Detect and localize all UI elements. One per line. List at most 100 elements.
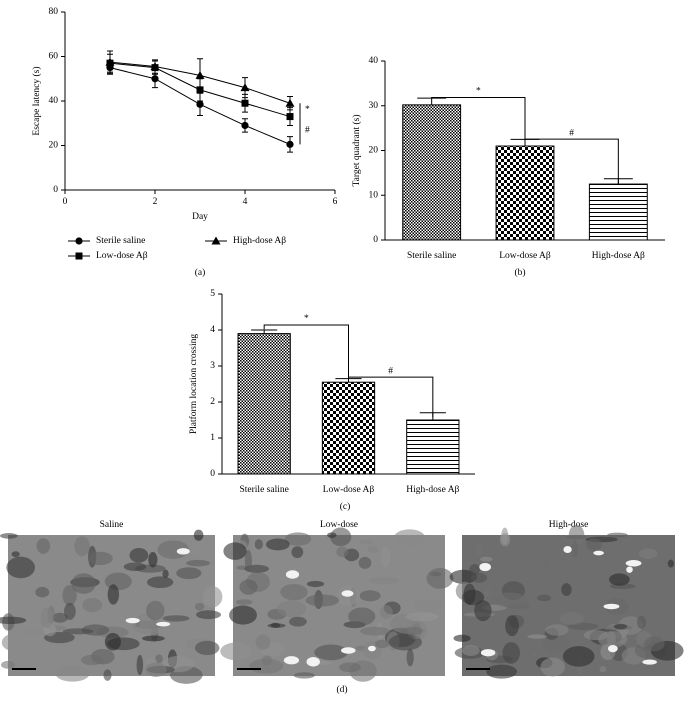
micrograph-texture bbox=[162, 615, 190, 622]
vacuole bbox=[479, 562, 491, 572]
micrograph-texture bbox=[155, 654, 163, 664]
vacuole bbox=[480, 649, 496, 657]
micrograph-texture bbox=[388, 634, 422, 651]
marker bbox=[240, 83, 250, 92]
micrograph-texture bbox=[537, 594, 551, 602]
panel-label: (a) bbox=[195, 267, 206, 278]
x-tick-label: 2 bbox=[153, 197, 158, 207]
micrograph-texture bbox=[0, 533, 18, 539]
micrograph-texture bbox=[613, 623, 628, 630]
micrograph-texture bbox=[229, 605, 257, 625]
micrograph-texture bbox=[62, 584, 77, 606]
bracket bbox=[431, 97, 526, 140]
micrograph-title: Saline bbox=[100, 520, 124, 530]
micrograph-texture bbox=[146, 600, 165, 621]
scale-bar bbox=[466, 668, 490, 670]
micrograph-texture bbox=[367, 545, 379, 554]
micrograph-texture bbox=[194, 602, 205, 611]
micrograph-texture bbox=[599, 665, 607, 673]
marker bbox=[286, 113, 294, 121]
micrograph-texture bbox=[470, 572, 488, 583]
micrograph-texture bbox=[380, 546, 391, 568]
micrograph-texture bbox=[463, 583, 476, 605]
micrograph-texture bbox=[239, 579, 258, 595]
micrograph-texture bbox=[74, 536, 90, 557]
x-axis-label: Day bbox=[192, 212, 208, 222]
x-tick-label: High-dose Aβ bbox=[592, 251, 645, 261]
marker bbox=[195, 70, 205, 79]
vacuole bbox=[563, 545, 572, 554]
bracket bbox=[525, 138, 619, 184]
x-tick-label: 4 bbox=[243, 197, 248, 207]
micrograph-texture bbox=[255, 634, 271, 650]
legend-marker bbox=[75, 252, 83, 260]
marker bbox=[150, 62, 160, 71]
bracket bbox=[348, 376, 434, 418]
panel-label: (c) bbox=[340, 501, 351, 512]
micrograph-texture bbox=[284, 532, 312, 546]
bar bbox=[406, 419, 460, 475]
micrograph-texture bbox=[636, 615, 647, 629]
micrograph-texture bbox=[406, 648, 414, 667]
micrograph-texture bbox=[305, 594, 340, 607]
micrograph-texture bbox=[360, 626, 390, 636]
micrograph-texture bbox=[609, 573, 630, 586]
y-axis-label: Escape latency (s) bbox=[31, 66, 42, 135]
marker bbox=[285, 98, 295, 107]
micrograph-texture bbox=[338, 662, 361, 673]
micrograph-texture bbox=[193, 529, 204, 541]
bar bbox=[588, 183, 648, 241]
vacuole bbox=[368, 645, 376, 652]
annotation: * bbox=[305, 105, 310, 115]
micrograph-texture bbox=[293, 672, 315, 679]
micrograph-texture bbox=[123, 562, 147, 571]
y-tick-label: 3 bbox=[210, 361, 215, 371]
micrograph-texture bbox=[64, 602, 76, 620]
x-tick-label: Sterile saline bbox=[239, 485, 288, 495]
vacuole bbox=[283, 656, 300, 665]
micrograph-texture bbox=[0, 616, 27, 625]
y-tick-label: 2 bbox=[210, 397, 215, 407]
micrograph-texture bbox=[223, 542, 247, 560]
micrograph-texture bbox=[314, 644, 348, 661]
scale-bar bbox=[12, 668, 36, 670]
micrograph-texture bbox=[374, 639, 390, 649]
bar bbox=[321, 381, 376, 475]
micrograph-texture bbox=[493, 592, 527, 608]
micrograph-texture bbox=[542, 635, 570, 652]
micrograph-texture bbox=[6, 556, 35, 579]
micrograph-texture bbox=[483, 587, 491, 597]
y-tick-label: 40 bbox=[49, 96, 59, 106]
micrograph-texture bbox=[571, 540, 579, 559]
micrograph-texture bbox=[104, 632, 121, 651]
micrograph-texture bbox=[244, 549, 252, 572]
micrograph-texture bbox=[607, 532, 628, 538]
annotation: * bbox=[304, 314, 309, 324]
micrograph-texture bbox=[479, 556, 493, 562]
micrograph-texture bbox=[19, 629, 51, 635]
micrograph-texture bbox=[358, 556, 372, 569]
micrograph-texture bbox=[562, 646, 595, 667]
micrograph-texture bbox=[502, 642, 520, 664]
micrograph-texture bbox=[146, 576, 174, 589]
micrograph-texture bbox=[461, 645, 480, 656]
micrograph-texture bbox=[36, 538, 51, 554]
micrograph-texture bbox=[136, 654, 144, 676]
micrograph-texture bbox=[194, 640, 220, 656]
micrograph-texture bbox=[401, 626, 424, 635]
micrograph-texture bbox=[565, 535, 588, 540]
micrograph-texture bbox=[561, 583, 572, 597]
legend-label: Sterile saline bbox=[96, 236, 145, 246]
annotation: # bbox=[569, 128, 574, 138]
micrograph-texture bbox=[540, 657, 565, 677]
micrograph-texture bbox=[80, 654, 103, 666]
micrograph bbox=[0, 529, 223, 684]
vacuole bbox=[285, 570, 300, 579]
micrograph bbox=[449, 524, 684, 679]
marker bbox=[105, 57, 115, 66]
annotation: * bbox=[476, 87, 481, 97]
micrograph-texture bbox=[618, 616, 644, 635]
bar bbox=[402, 104, 462, 241]
micrograph-texture bbox=[55, 666, 90, 682]
